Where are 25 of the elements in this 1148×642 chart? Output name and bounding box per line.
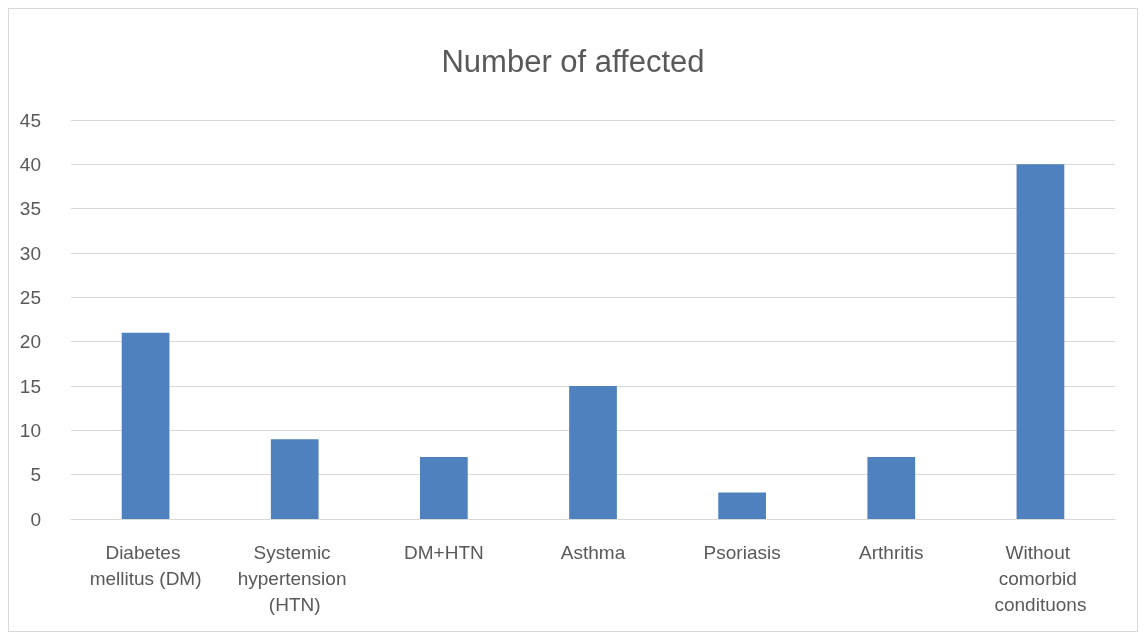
bar bbox=[121, 332, 170, 519]
x-tick-label: Arthritis bbox=[859, 541, 924, 563]
chart-title: Number of affected bbox=[441, 44, 705, 79]
y-tick-label: 45 bbox=[19, 109, 41, 131]
y-tick-label: 0 bbox=[30, 508, 41, 530]
y-tick-label: 40 bbox=[19, 153, 41, 175]
bar bbox=[867, 456, 916, 519]
y-tick-label: 15 bbox=[19, 375, 41, 397]
bar bbox=[718, 492, 767, 519]
bar bbox=[569, 386, 617, 519]
x-tick-label: Systemic hypertension (HTN) bbox=[237, 541, 352, 615]
x-tick-label: Without comorbid condituons bbox=[994, 541, 1087, 615]
x-tick-label: Diabetes mellitus (DM) bbox=[89, 541, 202, 589]
y-tick-label: 25 bbox=[19, 286, 41, 308]
y-tick-label: 10 bbox=[19, 419, 41, 441]
x-tick-label: DM+HTN bbox=[404, 541, 484, 563]
x-tick-label: Asthma bbox=[560, 541, 626, 563]
bar bbox=[270, 439, 319, 519]
bar bbox=[1016, 164, 1065, 519]
bar bbox=[419, 456, 468, 519]
y-tick-label: 5 bbox=[30, 464, 41, 486]
y-tick-label: 30 bbox=[19, 242, 41, 264]
y-tick-label: 20 bbox=[19, 331, 41, 353]
x-tick-label: Psoriasis bbox=[703, 541, 781, 563]
y-tick-label: 35 bbox=[19, 198, 41, 220]
